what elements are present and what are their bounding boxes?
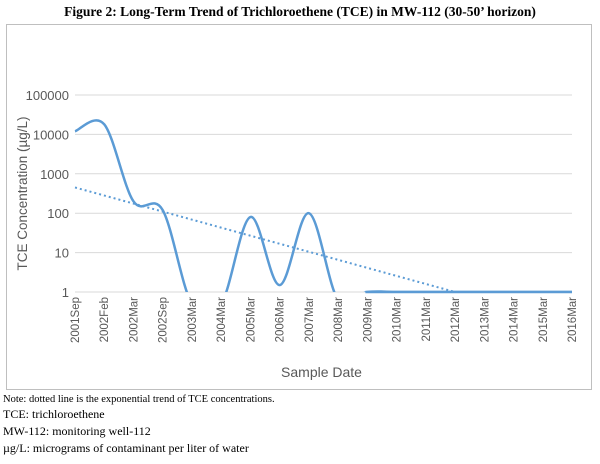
tce-trend-chart: 1 10 100 1000 10000 100000 2001Sep 2002Feb 2002… xyxy=(15,88,579,380)
x-tick-labels: 2001Sep 2002Feb 2002Mar 2002Sep 2003Mar 2004M… xyxy=(70,297,579,343)
series-tce-concentration xyxy=(74,119,572,292)
x-tick-label: 2009Mar xyxy=(362,297,374,343)
note-mw112-definition: MW-112: monitoring well-112 xyxy=(3,424,151,438)
x-tick-label: 2005Mar xyxy=(245,297,257,343)
series-layer xyxy=(74,119,572,294)
x-tick-label: 2014Mar xyxy=(509,297,521,343)
x-tick-label: 2002Sep xyxy=(158,297,170,343)
x-tick-label: 2001Sep xyxy=(70,297,82,343)
x-axis-label: Sample Date xyxy=(281,364,362,380)
figure-title: Figure 2: Long-Term Trend of Trichloroet… xyxy=(64,4,536,19)
x-tick-label: 2004Mar xyxy=(216,297,228,343)
y-tick-label: 100000 xyxy=(26,88,69,103)
note-units-definition: µg/L: micrograms of contaminant per lite… xyxy=(3,441,249,455)
x-tick-label: 2011Mar xyxy=(421,297,433,342)
y-tick-label: 100 xyxy=(47,206,69,221)
chart-area: 1 10 100 1000 10000 100000 2001Sep 2002Feb 2002… xyxy=(6,24,592,390)
x-tick-label: 2003Mar xyxy=(187,297,199,343)
x-tick-label: 2002Feb xyxy=(99,297,111,342)
y-tick-label: 10 xyxy=(55,246,69,261)
x-tick-label: 2013Mar xyxy=(479,297,491,343)
grid-lines xyxy=(75,94,572,293)
note-trendline: Note: dotted line is the exponential tre… xyxy=(3,394,275,405)
y-tick-labels: 1 10 100 1000 10000 100000 xyxy=(26,88,69,300)
x-tick-label: 2006Mar xyxy=(275,297,287,343)
x-tick-label: 2015Mar xyxy=(538,297,550,343)
series-trendline xyxy=(74,186,456,292)
x-tick-label: 2002Mar xyxy=(128,297,140,343)
y-axis-label: TCE Concentration (µg/L) xyxy=(15,116,30,270)
x-tick-label: 2016Mar xyxy=(567,297,579,343)
x-tick-label: 2007Mar xyxy=(304,297,316,343)
x-tick-label: 2008Mar xyxy=(333,297,345,343)
note-tce-definition: TCE: trichloroethene xyxy=(3,407,105,421)
y-tick-label: 1 xyxy=(62,285,69,300)
figure-notes: Note: dotted line is the exponential tre… xyxy=(3,393,275,457)
y-tick-label: 1000 xyxy=(40,167,69,182)
x-tick-label: 2010Mar xyxy=(392,297,404,343)
x-tick-label: 2012Mar xyxy=(450,297,462,343)
y-tick-label: 10000 xyxy=(33,127,69,142)
